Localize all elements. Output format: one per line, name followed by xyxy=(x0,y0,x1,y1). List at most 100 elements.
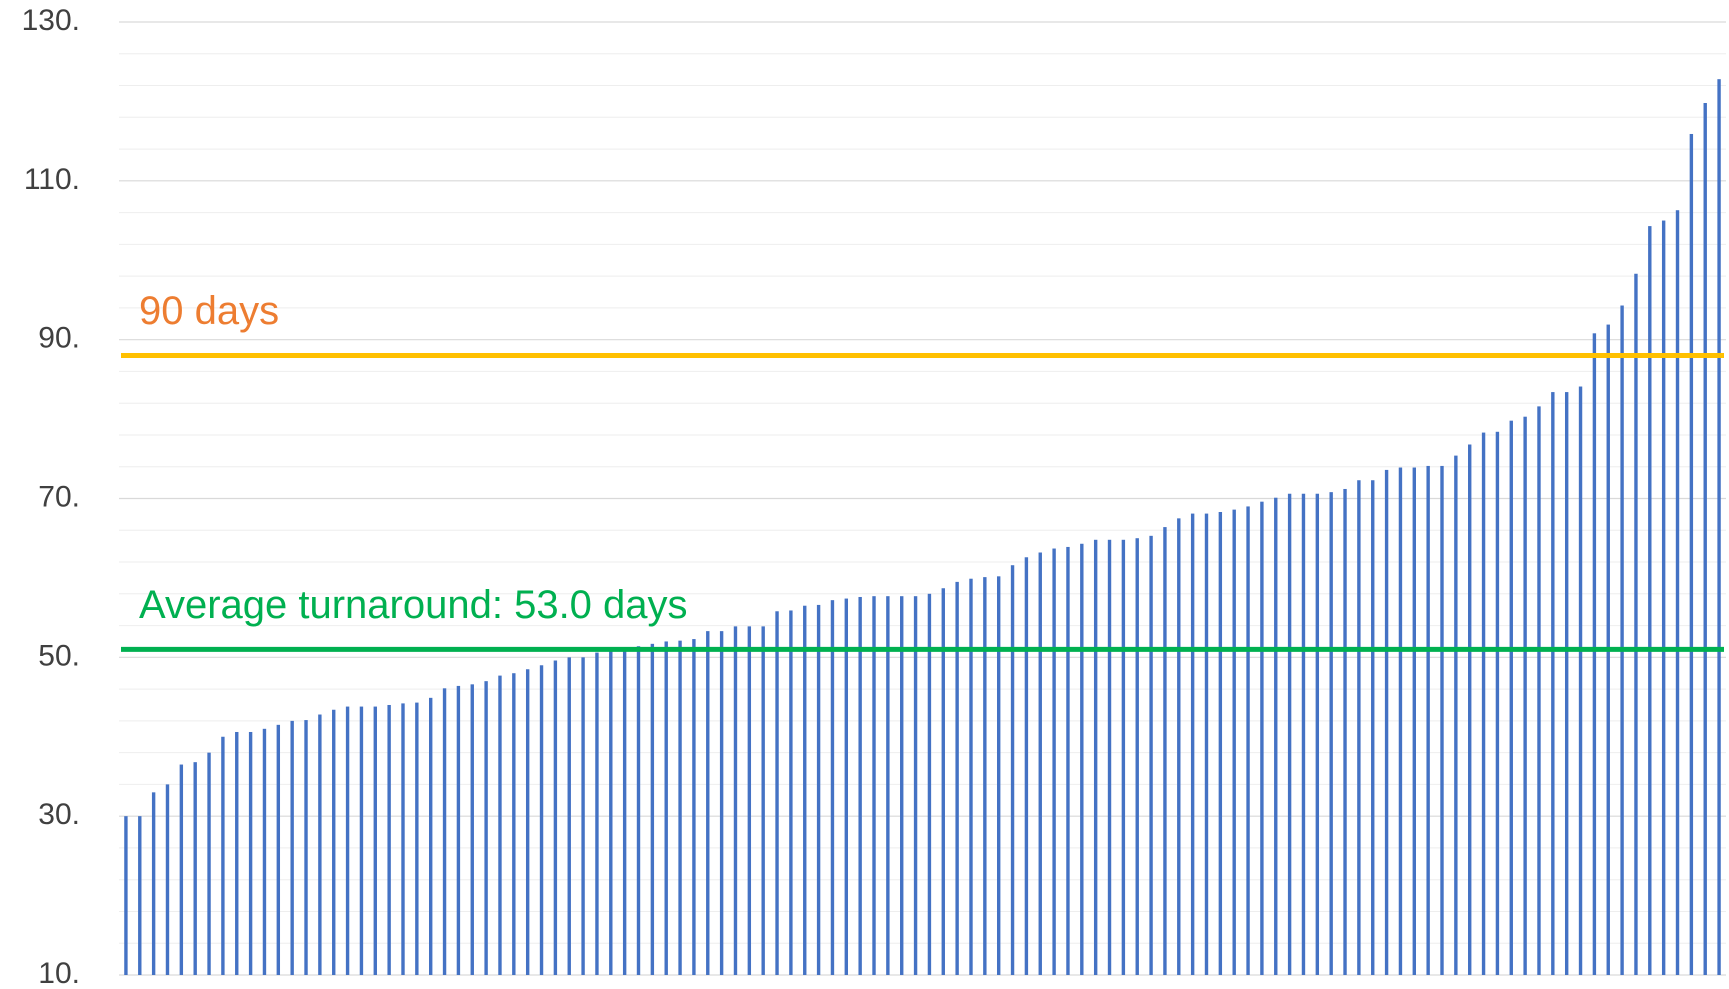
bar xyxy=(595,652,599,975)
bar xyxy=(789,610,793,975)
bar xyxy=(678,640,682,975)
bar xyxy=(1149,535,1153,975)
y-tick-label: 50. xyxy=(38,639,80,672)
bar xyxy=(235,731,239,975)
bar xyxy=(1052,548,1056,975)
bar xyxy=(761,626,765,975)
bar xyxy=(1537,406,1541,975)
bar xyxy=(1648,226,1652,975)
bar xyxy=(345,706,350,975)
bar xyxy=(1163,527,1167,975)
bar xyxy=(1260,501,1264,975)
bar xyxy=(456,685,461,975)
bar xyxy=(1689,133,1694,976)
bar xyxy=(927,593,932,975)
bar xyxy=(359,706,364,975)
bar xyxy=(525,669,530,975)
bar xyxy=(138,816,142,975)
bar xyxy=(1024,557,1029,975)
bar xyxy=(996,576,1001,975)
bar xyxy=(650,643,655,975)
y-tick-label: 30. xyxy=(38,798,80,831)
bar xyxy=(609,649,613,975)
bar xyxy=(387,704,391,975)
bar xyxy=(706,631,710,975)
reference-label: Average turnaround: 53.0 days xyxy=(139,583,688,627)
y-tick-label: 10. xyxy=(38,957,80,989)
bar xyxy=(151,792,156,975)
bar xyxy=(124,816,128,975)
bar xyxy=(1703,103,1707,975)
bar xyxy=(179,764,184,975)
bar xyxy=(484,681,488,975)
bar xyxy=(719,631,724,975)
bar xyxy=(858,596,862,975)
bar xyxy=(470,684,474,975)
bar xyxy=(1371,480,1375,975)
bar xyxy=(1177,518,1181,975)
bar xyxy=(1495,431,1500,975)
bar xyxy=(290,720,294,975)
bar xyxy=(165,784,170,975)
reference-label: 90 days xyxy=(139,289,279,333)
bar xyxy=(816,604,821,975)
bar xyxy=(775,611,779,975)
bar xyxy=(1523,416,1527,976)
bar xyxy=(941,588,945,975)
bar xyxy=(1592,333,1597,975)
bar xyxy=(1329,492,1333,975)
bar xyxy=(1454,455,1458,975)
bar xyxy=(539,665,544,975)
bar xyxy=(1661,220,1666,975)
bar xyxy=(262,728,267,975)
bar xyxy=(1412,467,1416,975)
bar xyxy=(1468,444,1472,975)
bar xyxy=(1551,392,1555,975)
bar xyxy=(1246,506,1250,975)
bar xyxy=(886,596,890,975)
bar xyxy=(429,697,433,975)
bar xyxy=(553,660,558,975)
bar xyxy=(844,598,849,975)
bar xyxy=(955,581,959,975)
y-tick-label: 110. xyxy=(24,163,80,196)
bar xyxy=(415,702,419,975)
bar xyxy=(401,703,405,975)
bar xyxy=(442,688,447,975)
bar xyxy=(747,626,752,975)
bar xyxy=(913,596,918,975)
bar xyxy=(1357,480,1361,975)
bar xyxy=(373,706,377,975)
bar xyxy=(803,605,807,975)
y-tick-label: 90. xyxy=(38,322,80,355)
bar xyxy=(1509,420,1513,976)
bar xyxy=(1564,392,1569,975)
bar xyxy=(1426,465,1430,975)
bar xyxy=(498,675,502,975)
bar xyxy=(221,736,225,975)
y-tick-label: 70. xyxy=(38,480,80,513)
y-tick-label: 130. xyxy=(22,4,80,37)
bar xyxy=(983,577,987,975)
bar xyxy=(1675,210,1680,975)
bar xyxy=(692,639,696,975)
bar xyxy=(1066,546,1070,975)
bar xyxy=(276,724,281,975)
bar xyxy=(1204,513,1209,975)
bar xyxy=(318,714,322,975)
bar xyxy=(1218,512,1223,975)
bar xyxy=(193,762,197,975)
bar xyxy=(1634,273,1638,975)
bar xyxy=(1440,465,1444,975)
bar xyxy=(1343,488,1347,975)
bar xyxy=(512,673,516,975)
bar xyxy=(1093,539,1098,975)
bar xyxy=(1190,513,1195,975)
bar xyxy=(900,596,904,975)
bar xyxy=(1384,469,1389,975)
bar xyxy=(1080,543,1084,975)
bar xyxy=(1287,493,1292,975)
bar xyxy=(733,626,738,975)
bar xyxy=(1232,509,1236,975)
